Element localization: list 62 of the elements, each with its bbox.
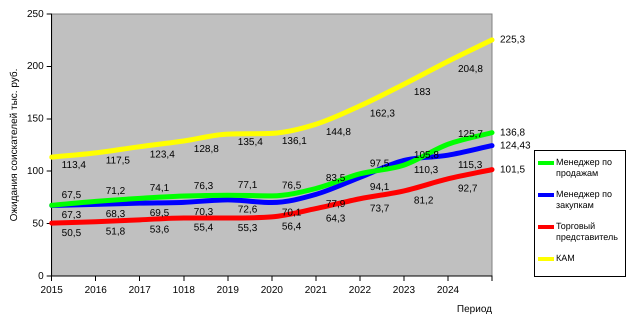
data-label: 94,1 [370,182,390,194]
data-label: 64,3 [326,213,346,224]
data-label: 50,5 [62,228,82,239]
data-label: 76,5 [282,180,302,192]
data-label: 124,43 [500,140,532,152]
x-tick-label: 2022 [348,284,372,296]
y-tick-label: 150 [26,114,44,125]
y-tick-label: 0 [38,270,44,282]
data-label: 136,8 [500,127,526,138]
data-label: 74,1 [150,183,170,194]
data-label: 128,8 [194,144,220,155]
data-label: 110,3 [414,165,439,176]
y-tick-label: 100 [26,166,44,177]
x-tick-label: 2023 [392,284,416,296]
data-label: 113,4 [62,160,86,171]
data-label: 67,3 [62,210,82,222]
x-tick-label: 2024 [436,284,460,296]
data-label: 70,3 [194,207,214,218]
x-tick-label: 1018 [172,284,196,296]
legend-label: Менеджер по продажам [556,157,614,179]
legend-label: Торговый представитель [556,221,619,243]
legend-label: КАМ [556,253,575,264]
data-label: 51,8 [106,226,126,238]
y-tick-label: 250 [26,8,44,20]
data-label: 56,4 [282,222,302,233]
legend-label: Менеджер по закупкам [556,189,614,211]
data-label: 144,8 [326,127,352,138]
data-label: 101,5 [500,164,526,176]
data-label: 53,6 [150,224,170,236]
data-label: 135,4 [238,136,264,148]
data-label: 105,8 [414,150,440,161]
data-label: 204,8 [458,64,484,76]
data-label: 69,5 [150,208,170,219]
data-label: 92,7 [458,184,478,195]
data-label: 71,2 [106,186,126,198]
data-label: 97,5 [370,158,390,170]
data-label: 73,7 [370,204,390,215]
data-label: 81,2 [414,196,434,207]
x-axis-title: Период [456,304,492,315]
x-tick-label: 2021 [304,284,328,296]
y-tick-label: 50 [32,218,44,230]
y-axis-title: Ожидания соискателей тыс. руб. [8,68,20,222]
data-label: 183 [414,86,432,98]
data-label: 225,3 [500,34,526,46]
data-label: 55,4 [194,222,214,234]
data-label: 123,4 [150,149,176,160]
x-tick-label: 2016 [84,284,108,296]
x-tick-label: 2017 [128,284,152,296]
x-tick-label: 2020 [260,284,284,296]
data-label: 72,6 [238,204,258,216]
data-label: 117,5 [106,156,130,167]
data-label: 162,3 [370,108,396,120]
data-label: 136,1 [282,136,308,148]
x-tick-label: 2015 [40,284,64,296]
data-label: 77,1 [238,180,258,191]
data-label: 76,3 [194,180,214,192]
data-label: 68,3 [106,209,126,220]
x-tick-label: 2019 [216,284,240,296]
data-label: 115,3 [458,160,483,171]
data-label: 55,3 [238,222,258,234]
data-label: 67,5 [62,190,82,202]
y-tick-label: 200 [26,61,44,72]
